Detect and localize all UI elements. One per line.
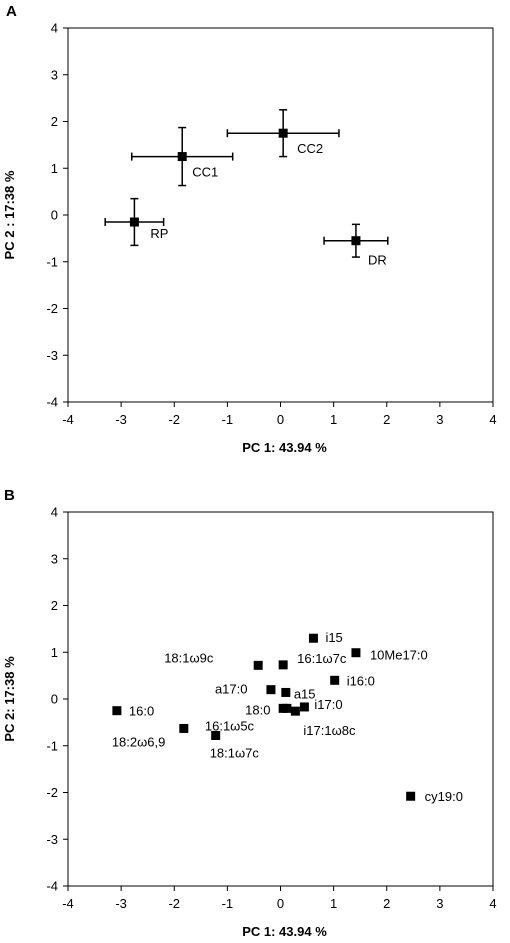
y-tick-label: -1 — [46, 738, 58, 753]
data-point-label: 16:1ω5c — [205, 718, 255, 733]
data-point-marker — [177, 152, 187, 162]
panel-a: A -4 -3 -2 -1 0 1 2 3 4 4 3 2 1 0 -1 -2 -3 -4 PC 1: 43.94 %… — [2, 3, 497, 455]
x-tick-label: -2 — [168, 896, 180, 911]
y-tick-label: 2 — [51, 114, 58, 129]
y-tick-label: 3 — [51, 551, 58, 566]
y-axis-title: PC 2 : 17:38 % — [2, 170, 17, 259]
panel-letter: A — [6, 3, 17, 20]
y-tick-label: -2 — [46, 301, 58, 316]
data-point-label: a17:0 — [215, 682, 248, 697]
data-point-label: a15 — [294, 686, 316, 701]
x-tick-label: -3 — [115, 412, 127, 427]
data-point-marker — [281, 687, 291, 697]
data-point-marker — [112, 706, 122, 716]
y-tick-label: -4 — [46, 879, 58, 894]
x-tick-label: -4 — [62, 896, 74, 911]
data-point-label: cy19:0 — [425, 789, 463, 804]
y-tick-label: 0 — [51, 208, 58, 223]
data-point-marker — [129, 217, 139, 227]
data-point-label: 10Me17:0 — [370, 648, 428, 663]
data-point-marker — [330, 675, 340, 685]
x-tick-label: 3 — [436, 896, 443, 911]
y-tick-label: 2 — [51, 598, 58, 613]
x-tick-label: -1 — [222, 896, 234, 911]
data-point-marker — [266, 685, 276, 695]
x-tick-label: 4 — [489, 896, 496, 911]
plot-frame — [67, 27, 494, 403]
y-tick-label: -4 — [46, 395, 58, 410]
data-point-label: i17:1ω8c — [303, 723, 356, 738]
data-point-marker — [211, 730, 221, 740]
x-tick-label: 2 — [383, 896, 390, 911]
y-tick-label: 4 — [51, 505, 58, 520]
data-point-marker — [278, 128, 288, 138]
data-point-label: DR — [368, 253, 387, 268]
y-axis-title: PC 2: 17:38 % — [2, 656, 17, 742]
x-tick-label: 0 — [277, 412, 284, 427]
data-point-label: RP — [150, 226, 168, 241]
data-point-marker — [308, 633, 318, 643]
x-tick-label: 1 — [330, 896, 337, 911]
data-point-label: CC1 — [192, 165, 218, 180]
data-point-label: 18:1ω7c — [210, 745, 260, 760]
y-tick-label: -3 — [46, 348, 58, 363]
y-tick-label: 1 — [51, 161, 58, 176]
y-tick-label: 4 — [51, 21, 58, 36]
x-tick-label: -3 — [115, 896, 127, 911]
y-tick-label: -1 — [46, 254, 58, 269]
x-tick-label: -4 — [62, 412, 74, 427]
x-tick-label: 0 — [277, 896, 284, 911]
y-tick-label: 1 — [51, 645, 58, 660]
data-point-marker — [351, 648, 361, 658]
x-axis-title: PC 1: 43.94 % — [242, 440, 327, 455]
data-point-label: 16:1ω7c — [297, 651, 347, 666]
data-point-label: i15 — [325, 630, 342, 645]
data-point-label: 16:0 — [129, 704, 154, 719]
data-point-marker — [179, 723, 189, 733]
y-tick-label: 0 — [51, 692, 58, 707]
y-tick-label: -2 — [46, 785, 58, 800]
plot-frame — [67, 511, 494, 887]
data-point-label: 18:2ω6,9 — [112, 734, 166, 749]
data-point-label: 18:0 — [245, 702, 270, 717]
data-point-marker — [351, 236, 361, 246]
data-point-label: i16:0 — [347, 673, 375, 688]
data-point-marker — [278, 660, 288, 670]
data-point-label: 18:1ω9c — [164, 650, 214, 665]
y-tick-label: -3 — [46, 832, 58, 847]
x-tick-label: 3 — [436, 412, 443, 427]
x-tick-label: 2 — [383, 412, 390, 427]
data-point-marker — [299, 702, 309, 712]
y-tick-label: 3 — [51, 67, 58, 82]
data-point-marker — [290, 706, 300, 716]
panel-b: B -4 -3 -2 -1 0 1 2 3 4 4 3 2 1 0 -1 -2 -3 -4 PC 1: 43.94 %… — [2, 487, 497, 939]
x-tick-label: -2 — [168, 412, 180, 427]
data-point-marker — [406, 791, 416, 801]
x-tick-label: 4 — [489, 412, 496, 427]
x-axis-title: PC 1: 43.94 % — [242, 924, 327, 939]
data-point-label: i17:0 — [314, 697, 342, 712]
x-tick-label: 1 — [330, 412, 337, 427]
data-point-marker — [282, 703, 292, 713]
x-tick-label: -1 — [222, 412, 234, 427]
data-point-label: CC2 — [297, 141, 323, 156]
data-point-marker — [253, 660, 263, 670]
panel-letter: B — [4, 487, 15, 504]
